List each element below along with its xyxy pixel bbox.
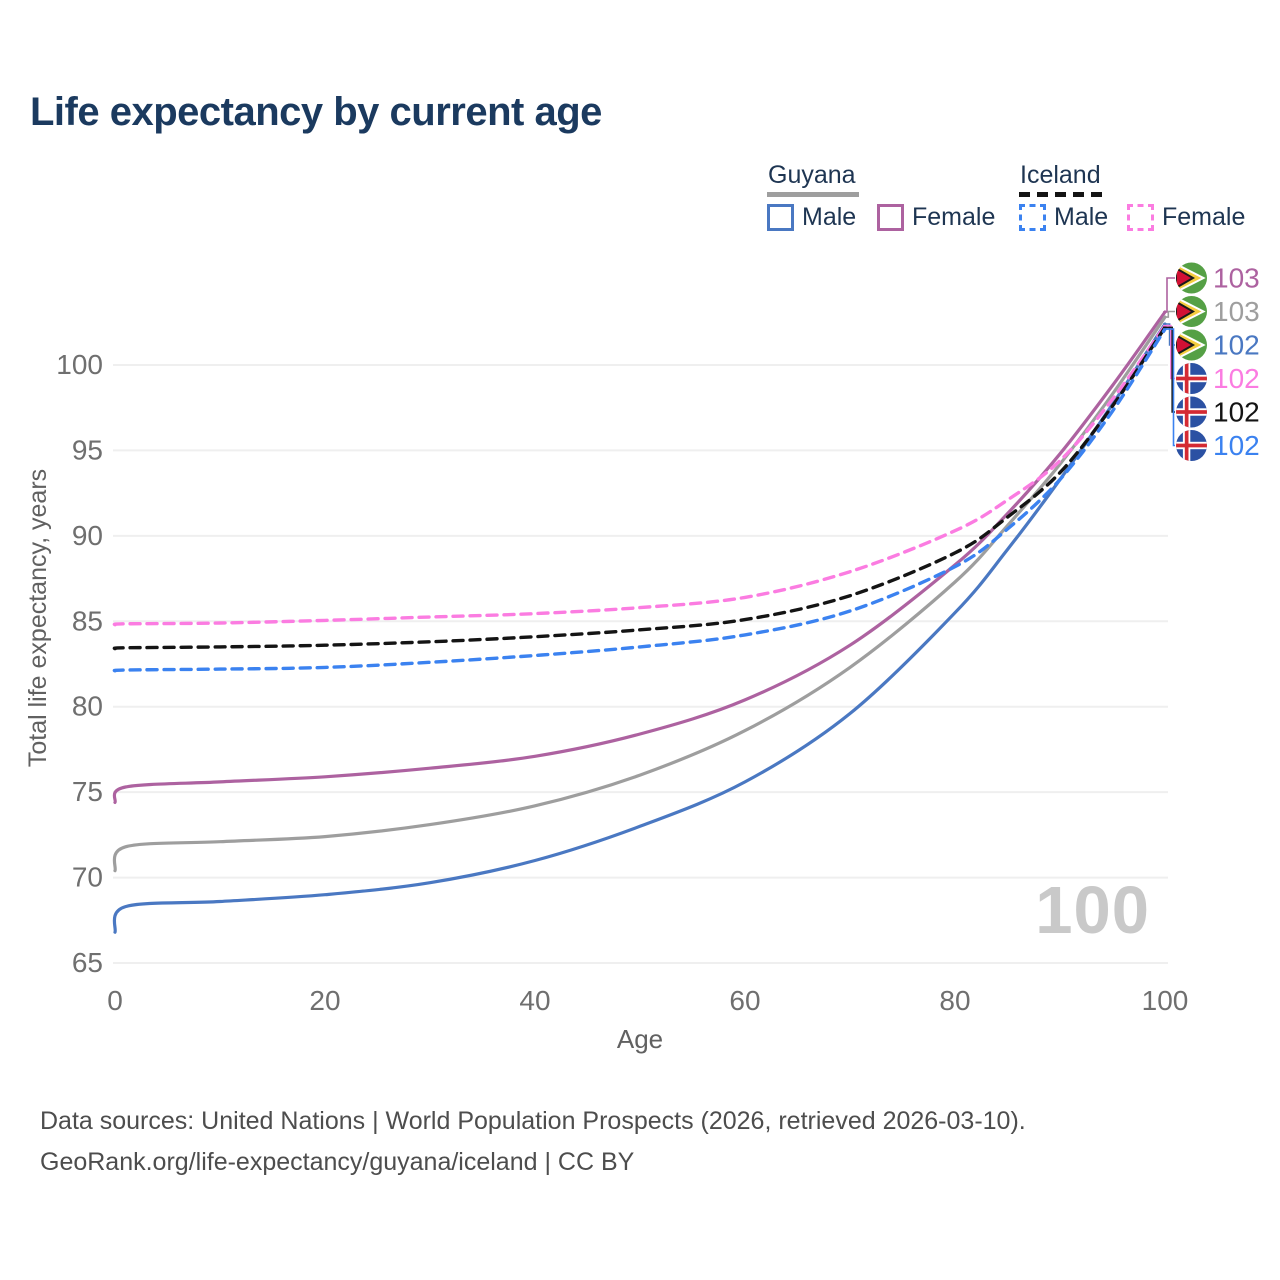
end-value-label-guyana-both-sexes: 103 — [1213, 296, 1260, 327]
end-label-row-guyana-both-sexes: 103 — [1176, 296, 1260, 327]
iceland-flag-icon — [1176, 430, 1207, 461]
end-label-row-guyana-male: 102 — [1176, 329, 1260, 361]
guyana-flag-icon — [1176, 296, 1207, 327]
legend-item-label: Female — [912, 203, 996, 231]
x-tick-label-0: 0 — [107, 985, 123, 1016]
y-tick-label-65: 65 — [72, 947, 103, 978]
end-label-connector-guyana-female — [1163, 277, 1175, 313]
end-label-row-iceland-both-sexes: 102 — [1176, 396, 1260, 428]
legend-underline-iceland-dashed — [1019, 192, 1107, 197]
iceland-flag-icon — [1176, 363, 1207, 394]
y-tick-label-70: 70 — [72, 862, 103, 893]
iceland-flag-icon — [1176, 396, 1207, 428]
end-label-connector-guyana-both-sexes — [1163, 310, 1175, 318]
end-value-label-guyana-male: 102 — [1213, 330, 1260, 361]
y-tick-label-75: 75 — [72, 776, 103, 807]
y-tick-label-90: 90 — [72, 520, 103, 551]
series-line-iceland-both-sexes[interactable] — [112, 325, 1167, 651]
x-tick-label-80: 80 — [939, 985, 970, 1016]
x-tick-label-100: 100 — [1142, 985, 1189, 1016]
y-tick-label-80: 80 — [72, 691, 103, 722]
end-label-connector-iceland-male — [1163, 328, 1175, 447]
x-tick-label-20: 20 — [309, 985, 340, 1016]
legend-item-iceland-female[interactable]: Female — [1127, 203, 1245, 232]
y-tick-label-100: 100 — [56, 349, 103, 380]
guyana-flag-icon — [1176, 329, 1207, 361]
series-line-iceland-male[interactable] — [112, 327, 1167, 673]
footer-url-license: GeoRank.org/life-expectancy/guyana/icela… — [40, 1148, 635, 1176]
legend-country-iceland: Iceland — [1020, 161, 1101, 189]
iceland-male-line-swatch-icon — [1019, 204, 1046, 231]
x-tick-label-60: 60 — [729, 985, 760, 1016]
end-value-label-iceland-male: 102 — [1213, 430, 1260, 461]
end-label-row-iceland-male: 102 — [1176, 430, 1260, 461]
legend-item-iceland-male[interactable]: Male — [1019, 203, 1108, 232]
x-axis-title: Age — [617, 1024, 663, 1054]
guyana-flag-icon — [1176, 262, 1207, 294]
page-title: Life expectancy by current age — [30, 90, 602, 134]
footer-attribution: Data sources: United Nations | World Pop… — [40, 1101, 1026, 1183]
legend-item-label: Female — [1162, 203, 1246, 231]
age-counter-watermark: 100 — [1035, 873, 1150, 948]
guyana-male-line-swatch-icon — [767, 204, 794, 231]
end-value-label-guyana-female: 103 — [1213, 263, 1260, 294]
y-tick-label-85: 85 — [72, 605, 103, 636]
end-value-label-iceland-female: 102 — [1213, 363, 1260, 394]
legend-item-guyana-female[interactable]: Female — [877, 203, 995, 232]
legend-country-guyana: Guyana — [768, 161, 856, 189]
series-line-guyana-female[interactable] — [112, 310, 1167, 804]
footer-data-sources: Data sources: United Nations | World Pop… — [40, 1107, 1026, 1135]
series-line-iceland-female[interactable] — [112, 324, 1167, 627]
y-tick-label-95: 95 — [72, 434, 103, 465]
legend-underline-guyana-solid — [767, 192, 859, 197]
series-line-guyana-both-sexes[interactable] — [112, 315, 1167, 873]
end-label-row-iceland-female: 102 — [1176, 363, 1260, 394]
x-tick-label-40: 40 — [519, 985, 550, 1016]
end-value-label-iceland-both-sexes: 102 — [1213, 397, 1260, 428]
y-axis-title: Total life expectancy, years — [24, 469, 52, 767]
legend-item-label: Male — [1054, 203, 1109, 231]
legend-item-label: Male — [802, 203, 857, 231]
legend-item-guyana-male[interactable]: Male — [767, 203, 856, 232]
series-line-guyana-male[interactable] — [112, 322, 1167, 934]
iceland-female-line-swatch-icon — [1127, 204, 1154, 231]
guyana-female-line-swatch-icon — [877, 204, 904, 231]
end-label-row-guyana-female: 103 — [1176, 262, 1260, 294]
